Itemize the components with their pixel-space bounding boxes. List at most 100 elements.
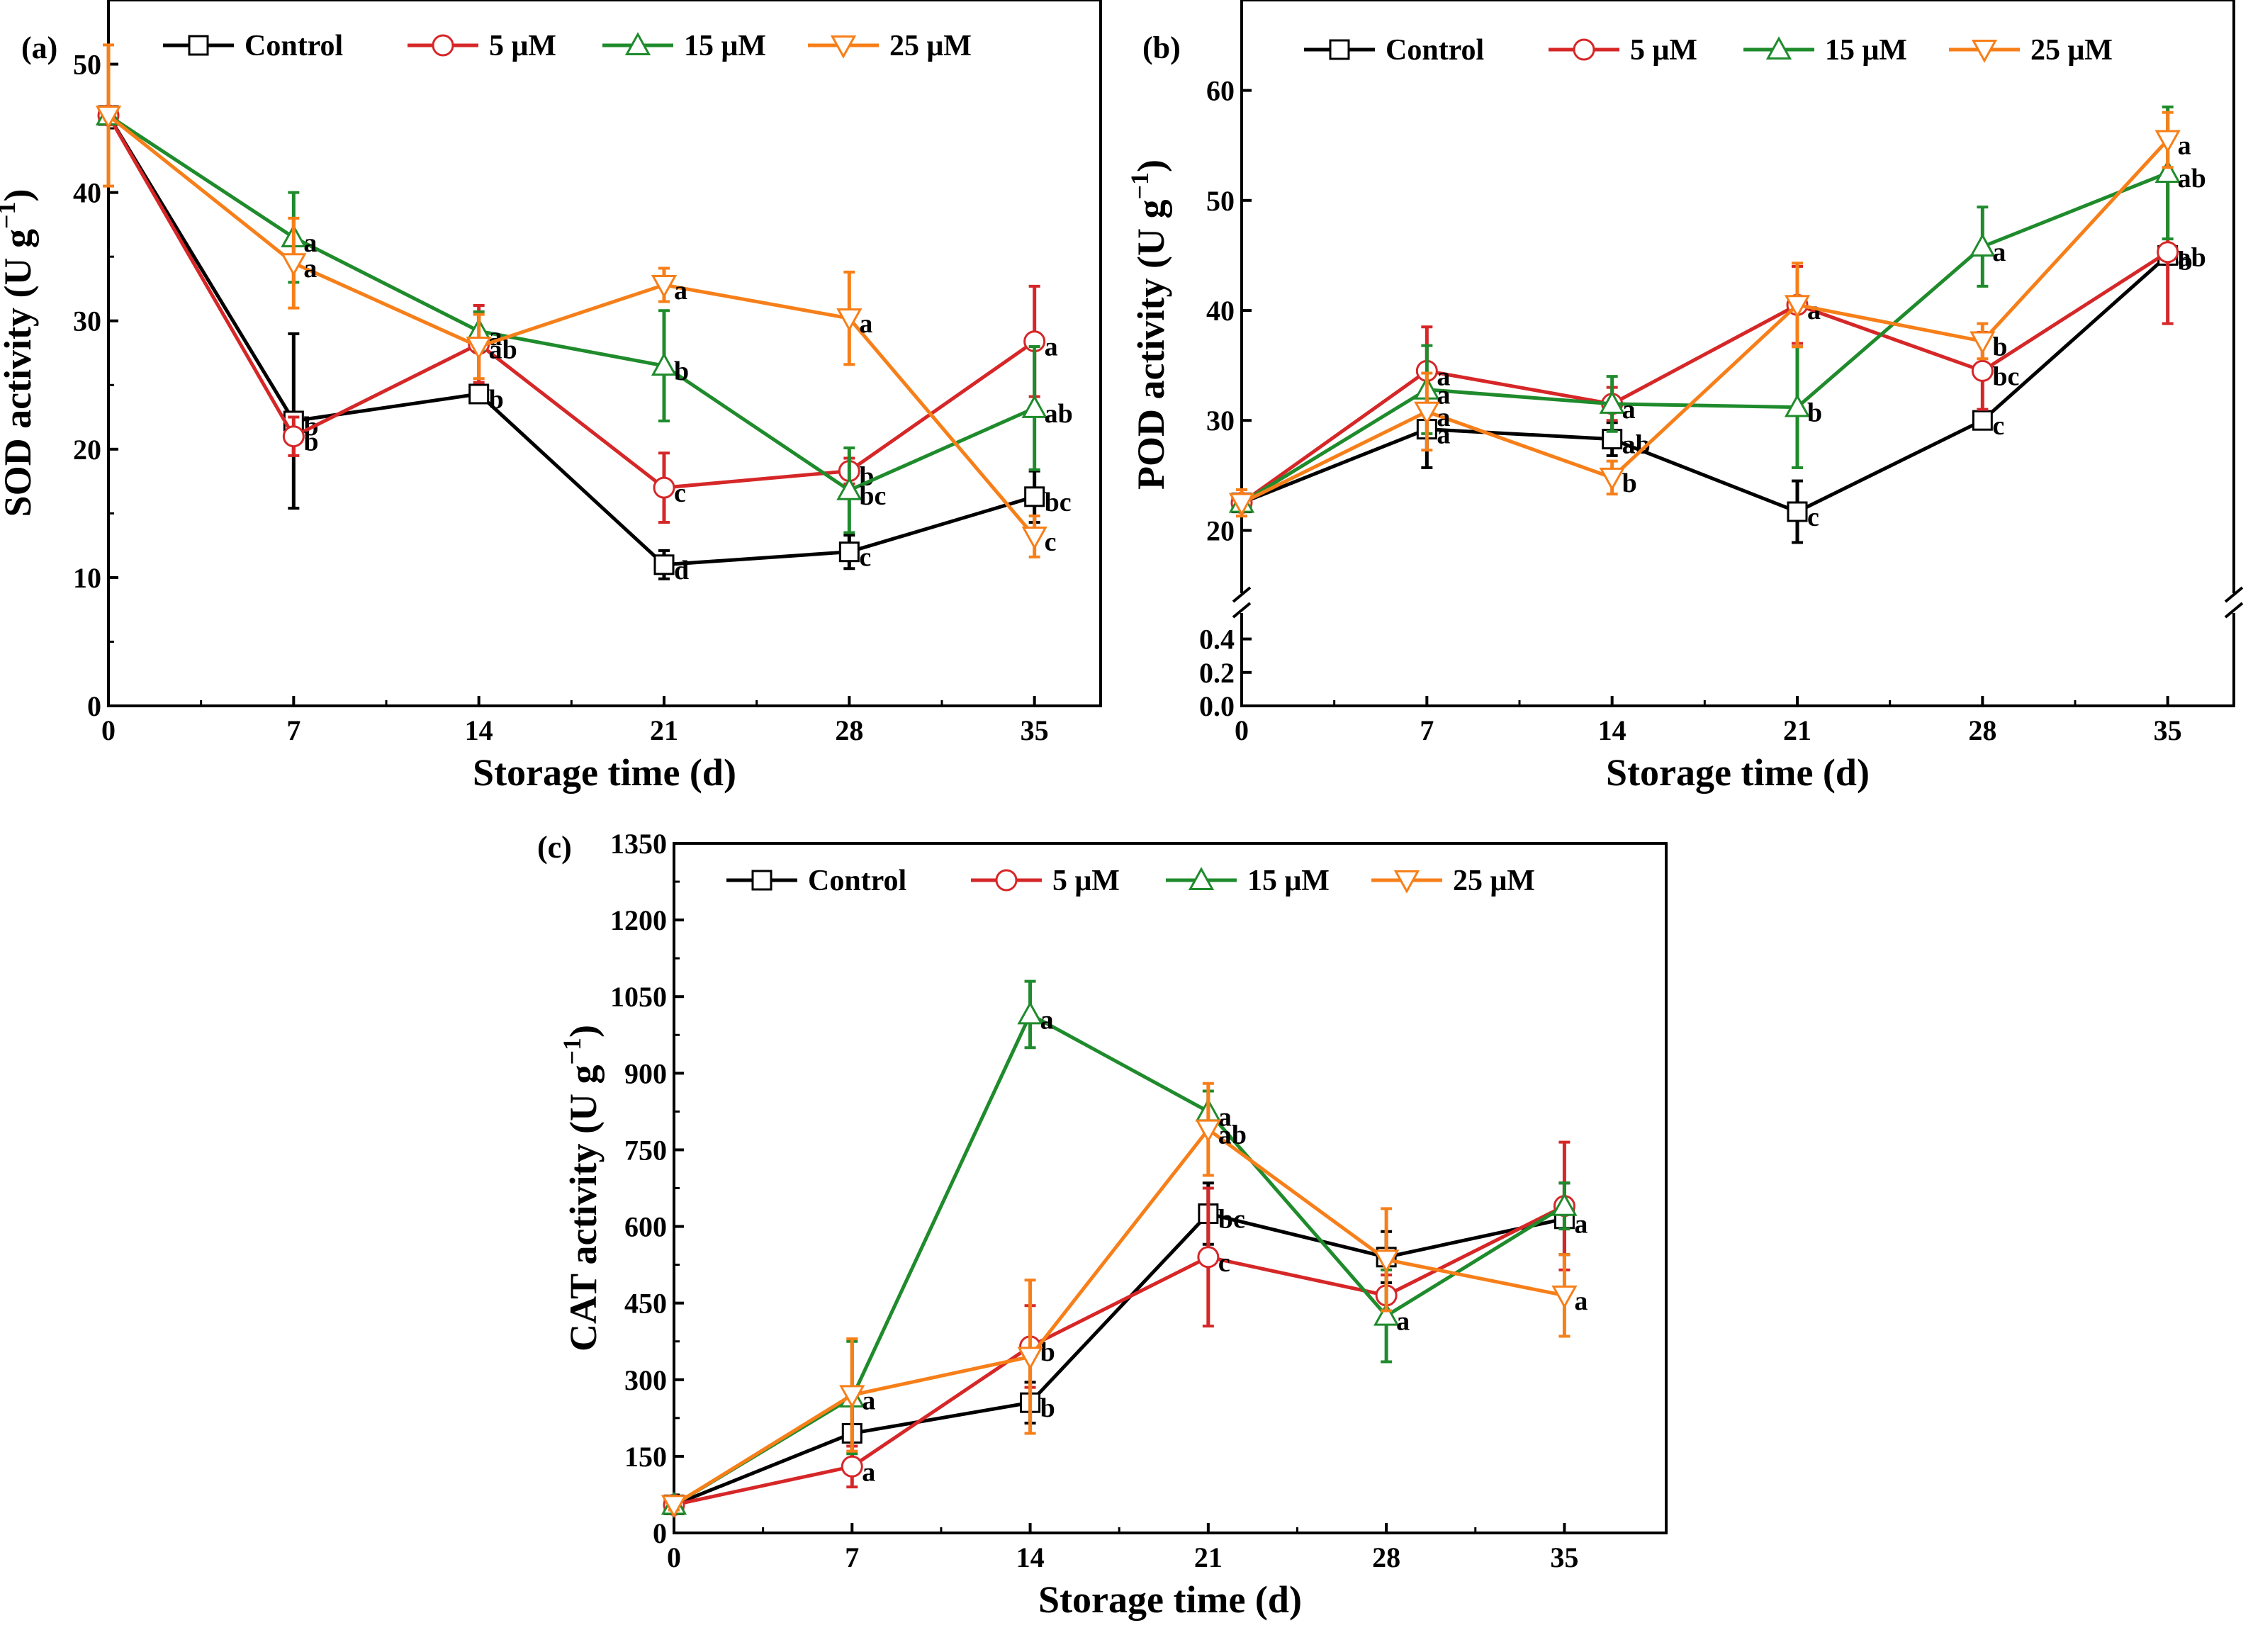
chart-panel-b: (b) 0 7 14 21 28 35 0.00.20.4 20 30 40 50 60 Storage … <box>1125 0 2244 794</box>
significance-label: ab <box>1218 1120 1247 1150</box>
significance-label: b <box>1622 468 1637 498</box>
axis-break-mark <box>2224 602 2244 619</box>
significance-label: bc <box>1992 361 2019 391</box>
significance-label: c <box>1218 1248 1230 1278</box>
axis-break-mark <box>2224 586 2244 603</box>
x-tick-label: 14 <box>465 714 493 746</box>
y-tick-label: 300 <box>624 1364 667 1396</box>
data-point <box>281 253 307 276</box>
x-tick-label: 28 <box>1372 1541 1400 1573</box>
significance-label: a <box>303 254 317 283</box>
series-line <box>673 1204 1566 1507</box>
data-point <box>1373 1249 1400 1274</box>
series-line <box>1240 138 2169 505</box>
legend-label: 25 μM <box>1453 865 1535 897</box>
y-axis-title-close: ) <box>562 1025 605 1038</box>
x-tick-label: 21 <box>1194 1541 1223 1573</box>
series-line <box>106 114 1036 490</box>
significance-label: a <box>1807 296 1821 325</box>
data-point <box>841 1455 863 1478</box>
significance-label: a <box>674 276 687 305</box>
data-point <box>1373 1302 1400 1326</box>
plot-frame <box>673 842 1668 1534</box>
y-tick-label: 50 <box>73 49 101 81</box>
panel-label: (a) <box>21 30 57 65</box>
x-tick-label: 28 <box>835 714 863 746</box>
legend-label: 15 μM <box>1825 34 1907 67</box>
data-point <box>1971 359 1994 382</box>
legend-label: 5 μM <box>1052 865 1120 897</box>
legend: Control 5 μM 15 μM 25 μM <box>1304 34 2113 67</box>
data-point <box>839 1385 865 1409</box>
significance-label: d <box>674 556 689 585</box>
chart-panel-a: (a) 0 7 14 21 28 35 0 10 20 30 40 50 Storage time (d)… <box>0 0 1102 794</box>
significance-label: a <box>862 1386 875 1415</box>
y-tick-label: 0.0 <box>1199 690 1235 722</box>
y-axis-title-main: SOD activity (U g <box>0 229 39 517</box>
y-tick-label: 0.4 <box>1199 624 1235 656</box>
significance-label: c <box>674 478 686 508</box>
data-point <box>1972 410 1993 431</box>
data-point <box>1414 401 1440 425</box>
legend: Control 5 μM 15 μM 25 μM <box>163 30 972 62</box>
significance-label: a <box>1396 1307 1410 1337</box>
y-tick-label: 0.2 <box>1199 657 1235 689</box>
series-line <box>1240 250 2169 505</box>
y-tick-label: 20 <box>73 434 101 466</box>
series-line <box>1240 171 2169 505</box>
significance-label: a <box>1437 420 1450 450</box>
x-tick-label: 35 <box>1550 1541 1578 1573</box>
data-point <box>2157 241 2179 264</box>
y-axis-title: SOD activity (U g−1) <box>0 189 39 517</box>
data-point <box>1599 390 1625 414</box>
data-point <box>651 275 678 298</box>
data-point <box>2154 130 2181 154</box>
data-point <box>1021 395 1047 418</box>
legend-marker <box>830 35 857 59</box>
significance-label: bc <box>1045 488 1072 517</box>
axis-break-mark <box>1232 586 1252 603</box>
significance-label: c <box>859 543 871 573</box>
x-tick-label: 0 <box>667 1541 681 1573</box>
significance-label: c <box>1992 411 2004 441</box>
y-tick-label: 30 <box>73 305 101 337</box>
data-point <box>1228 493 1255 517</box>
x-tick-label: 14 <box>1598 714 1626 746</box>
series-25m: a b b a <box>1228 111 2191 518</box>
data-point <box>2154 159 2181 183</box>
y-tick-label: 1350 <box>610 828 667 860</box>
legend-marker <box>995 869 1018 892</box>
y-axis-title-main: CAT activity (U g <box>562 1065 605 1352</box>
significance-label: a <box>862 1457 875 1487</box>
significance-label: bc <box>1218 1205 1245 1235</box>
legend-marker <box>1971 40 1998 63</box>
significance-label: b <box>1807 398 1822 428</box>
data-point <box>282 425 305 448</box>
significance-label: bc <box>859 481 886 511</box>
significance-label: a <box>1040 1005 1054 1035</box>
legend-marker <box>188 35 209 56</box>
data-point <box>653 554 675 575</box>
x-tick-label: 7 <box>286 714 300 746</box>
significance-label: b <box>2178 246 2193 276</box>
legend-label: 25 μM <box>2030 34 2113 67</box>
y-tick-label: 10 <box>73 562 101 594</box>
x-tick-label: 7 <box>1420 714 1434 746</box>
y-tick-label: 60 <box>1206 75 1235 107</box>
significance-label: a <box>1622 395 1636 425</box>
data-point <box>1787 501 1808 522</box>
panel-label: (c) <box>537 830 572 865</box>
data-point <box>1970 331 1996 355</box>
data-point <box>466 336 492 360</box>
data-point <box>1024 486 1045 507</box>
series-line <box>107 114 1036 538</box>
series-line <box>1241 254 2169 514</box>
data-point <box>1784 393 1811 417</box>
y-tick-label: 150 <box>624 1441 667 1473</box>
y-axis-title-superscript: −1 <box>558 1038 586 1065</box>
